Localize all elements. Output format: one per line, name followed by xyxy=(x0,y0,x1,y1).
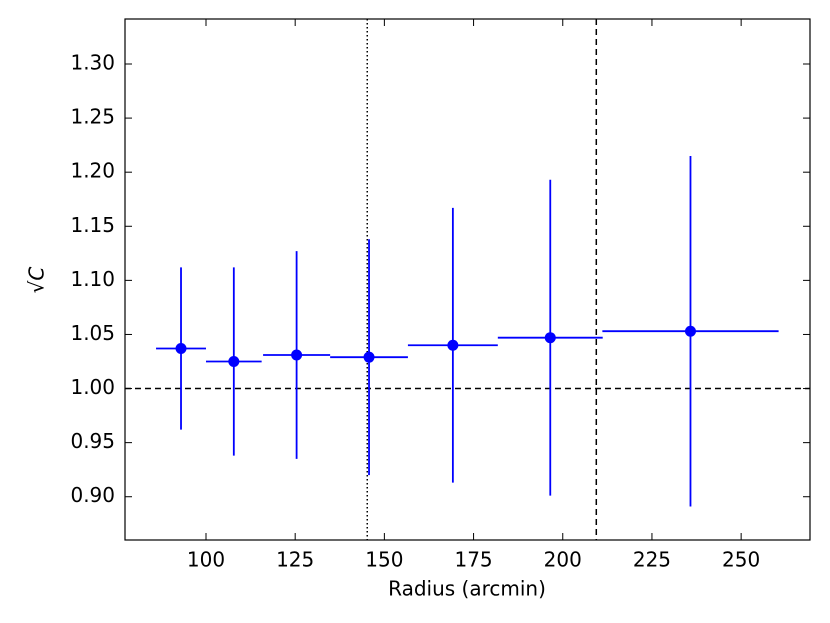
y-tick-label: 1.20 xyxy=(70,159,115,183)
y-axis-label: √C xyxy=(25,267,49,294)
x-tick-label: 200 xyxy=(544,548,582,572)
y-tick-label: 0.95 xyxy=(70,429,115,453)
point xyxy=(291,349,303,361)
y-tick-label: 1.30 xyxy=(70,51,115,75)
x-tick-label: 225 xyxy=(633,548,671,572)
point xyxy=(684,325,696,337)
point xyxy=(363,351,375,363)
y-tick-label: 0.90 xyxy=(70,483,115,507)
x-axis-label: Radius (arcmin) xyxy=(388,577,546,601)
y-tick-label: 1.05 xyxy=(70,321,115,345)
y-tick-label: 1.10 xyxy=(70,267,115,291)
point xyxy=(175,343,187,355)
x-tick-label: 100 xyxy=(187,548,225,572)
x-tick-label: 175 xyxy=(454,548,492,572)
x-tick-label: 125 xyxy=(276,548,314,572)
point xyxy=(447,339,459,351)
x-tick-label: 150 xyxy=(365,548,403,572)
plot-frame xyxy=(124,18,811,541)
point xyxy=(228,356,240,368)
x-tick-label: 250 xyxy=(722,548,760,572)
y-tick-label: 1.00 xyxy=(70,375,115,399)
y-tick-label: 1.25 xyxy=(70,105,115,129)
y-tick-label: 1.15 xyxy=(70,213,115,237)
point xyxy=(544,332,556,344)
